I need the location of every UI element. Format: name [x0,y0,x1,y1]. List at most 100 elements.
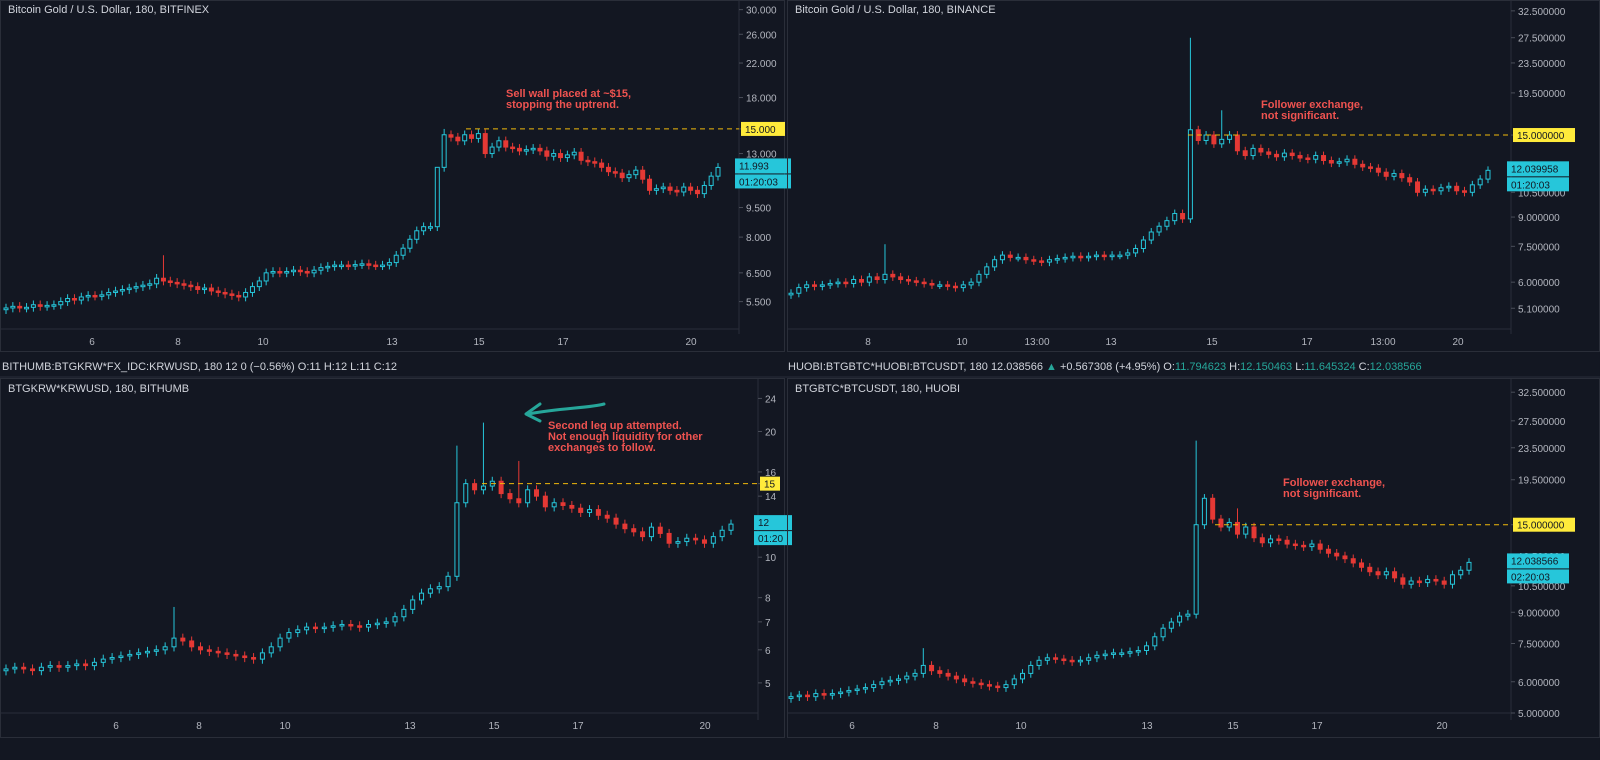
candle-body [37,304,43,307]
candle-body [1317,543,1323,550]
candle-body [1093,254,1099,258]
candle-body [968,281,974,286]
candle-body [1408,580,1414,585]
legend-segment: +0.567308 (+4.95%) [1060,361,1160,373]
candle-body [1268,538,1274,544]
candle-body [496,140,502,148]
candle-body [1172,213,1178,222]
candle-body [295,629,301,634]
candle-body [715,166,721,177]
candle-body [551,153,557,157]
candle-body [1446,185,1452,189]
candle-body [256,280,262,288]
candle-body [1110,652,1116,655]
candle-body [945,672,951,677]
candle-body [236,294,242,298]
annotation-arrow-icon [526,402,606,416]
legend-segment: 12.150463 [1240,361,1292,373]
candle-body [835,281,841,285]
candle-body [1061,658,1067,662]
candle-body [297,269,303,273]
candle-body [414,230,420,240]
annotation-text: Follower exchange, [1283,477,1385,489]
x-tick-label: 8 [865,337,871,348]
candle-body [854,688,860,692]
panel-frame [0,0,785,352]
candle-body [1399,173,1405,179]
candle-body [1321,155,1327,161]
last-price-label: 12.038566 [1511,556,1559,567]
candle-body [1185,613,1191,617]
candle-body [1400,577,1406,585]
y-tick-label: 32.500000 [1518,7,1566,18]
candle-body [1177,615,1183,623]
candle-body [811,284,817,287]
candle-body [1469,184,1475,193]
candle-body [719,529,725,538]
candle-body [47,665,53,668]
candle-body [1368,166,1374,169]
candle-body [1458,569,1464,576]
candle-body [862,687,868,690]
y-tick-label: 16 [765,468,777,479]
candle-body [912,672,918,677]
candle-body [1218,518,1224,528]
x-tick-label: 10 [1015,721,1027,732]
candle-body [462,134,468,142]
annotation-text: not significant. [1261,110,1339,122]
candle-body [332,264,338,268]
candle-body [710,536,716,544]
last-price-label: 12.039958 [1511,164,1559,175]
y-tick-label: 23.500000 [1518,444,1566,455]
candle-body [58,301,64,306]
x-tick-label: 20 [685,337,697,348]
candle-body [1415,181,1421,193]
y-tick-label: 20 [765,427,777,438]
panel-frame [0,378,785,738]
candle-body [489,146,495,155]
candle-body [304,271,310,274]
y-tick-label: 6.500 [746,269,771,280]
candle-body [905,279,911,282]
candle-body [1070,255,1076,259]
candle-body [1144,645,1150,652]
candle-body [920,664,926,674]
candle-body [21,666,27,670]
candle-body [1375,571,1381,576]
candle-body [1028,664,1034,674]
candle-body [694,189,700,195]
candles [788,440,1472,703]
candle-body [1425,578,1431,584]
candle-body [1375,167,1381,173]
candle-body [127,653,133,657]
candle-body [147,283,153,286]
candle-body [1301,544,1307,548]
candle-body [1227,134,1233,140]
candle-body [286,632,292,639]
candle-body [887,679,893,683]
candle-body [1344,158,1350,163]
candle-body [821,693,827,696]
candle-body [1046,259,1052,263]
candle-body [1101,254,1107,258]
annotation-text: not significant. [1283,488,1361,500]
candle-body [56,665,62,668]
panel-frame [787,0,1600,352]
panel-frame [787,378,1600,738]
y-tick-label: 10.500000 [1518,188,1566,199]
candle-body [1328,159,1334,164]
candle-body [585,159,591,163]
bithumb-legend: BITHUMB:BTGKRW*FX_IDC:KRWUSD, 180 12 0 (… [2,361,397,373]
last-price-label: 12 [758,518,770,529]
candle-body [1164,220,1170,227]
candle-body [1416,580,1422,584]
candle-body [1438,187,1444,192]
annotation-text: Not enough liquidity for other [548,431,703,443]
candles [3,128,721,315]
annotation-text: Follower exchange, [1261,99,1363,111]
countdown-label: 01:20:03 [739,177,778,188]
candle-body [454,502,460,577]
panel-bithumb: 242016151412108765681013151720151201:20B… [0,378,792,738]
candle-body [516,147,522,152]
x-tick-label: 13 [1105,337,1117,348]
